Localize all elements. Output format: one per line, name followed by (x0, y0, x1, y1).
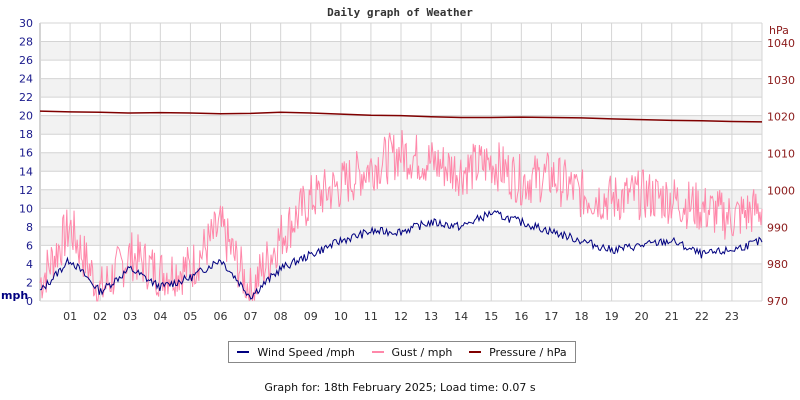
svg-text:6: 6 (26, 239, 33, 252)
svg-text:8: 8 (26, 221, 33, 234)
svg-text:09: 09 (304, 310, 318, 323)
svg-text:18: 18 (19, 128, 33, 141)
pressure-line (39, 110, 763, 123)
legend-label-wind: Wind Speed /mph (257, 345, 355, 359)
svg-text:2: 2 (26, 276, 33, 289)
right-axis-unit: hPa (769, 24, 789, 37)
svg-text:30: 30 (19, 17, 33, 30)
svg-text:20: 20 (635, 310, 649, 323)
svg-text:26: 26 (19, 54, 33, 67)
svg-text:970: 970 (767, 295, 788, 308)
svg-text:15: 15 (484, 310, 498, 323)
svg-text:07: 07 (244, 310, 258, 323)
svg-text:13: 13 (424, 310, 438, 323)
svg-text:20: 20 (19, 110, 33, 123)
svg-text:28: 28 (19, 36, 33, 49)
svg-text:12: 12 (394, 310, 408, 323)
legend-label-pressure: Pressure / hPa (489, 345, 567, 359)
svg-text:980: 980 (767, 258, 788, 271)
svg-text:10: 10 (334, 310, 348, 323)
svg-text:18: 18 (575, 310, 589, 323)
svg-text:1000: 1000 (767, 184, 795, 197)
x-axis-ticks: 01 02 03 04 05 06 07 08 09 10 11 12 13 14 15 16 17 18 19 20… (63, 310, 739, 323)
svg-text:14: 14 (19, 165, 33, 178)
svg-text:10: 10 (19, 202, 33, 215)
svg-text:06: 06 (214, 310, 228, 323)
svg-text:0: 0 (26, 295, 33, 308)
svg-text:1010: 1010 (767, 148, 795, 161)
svg-text:05: 05 (183, 310, 197, 323)
svg-text:4: 4 (26, 258, 33, 271)
legend-label-gust: Gust / mph (391, 345, 453, 359)
wind-swatch-icon (237, 351, 250, 353)
right-axis-ticks: 970 980 990 1000 1010 1020 1030 1040 (767, 37, 795, 308)
svg-text:12: 12 (19, 184, 33, 197)
legend: Wind Speed /mph Gust / mph Pressure / hP… (228, 341, 576, 363)
svg-text:24: 24 (19, 73, 33, 86)
svg-text:1020: 1020 (767, 111, 795, 124)
svg-text:990: 990 (767, 221, 788, 234)
legend-item-gust: Gust / mph (371, 345, 453, 359)
svg-text:19: 19 (605, 310, 619, 323)
legend-item-pressure: Pressure / hPa (469, 346, 567, 359)
svg-text:14: 14 (454, 310, 468, 323)
data-series (39, 110, 763, 302)
svg-text:16: 16 (19, 147, 33, 160)
svg-text:11: 11 (364, 310, 378, 323)
svg-text:16: 16 (514, 310, 528, 323)
svg-text:03: 03 (123, 310, 137, 323)
footer-status: Graph for: 18th February 2025; Load time… (264, 381, 536, 394)
svg-text:21: 21 (665, 310, 679, 323)
gust-line (39, 130, 763, 302)
svg-text:02: 02 (93, 310, 107, 323)
svg-text:08: 08 (274, 310, 288, 323)
svg-text:01: 01 (63, 310, 77, 323)
pressure-swatch-icon (469, 351, 482, 353)
svg-text:1040: 1040 (767, 37, 795, 50)
svg-text:23: 23 (725, 310, 739, 323)
svg-text:04: 04 (153, 310, 167, 323)
gust-swatch-icon (371, 351, 384, 353)
svg-text:17: 17 (544, 310, 558, 323)
svg-text:22: 22 (695, 310, 709, 323)
legend-item-wind: Wind Speed /mph (237, 346, 355, 359)
svg-text:22: 22 (19, 91, 33, 104)
wind-line (39, 210, 763, 300)
chart-title: Daily graph of Weather (327, 6, 473, 19)
svg-text:1030: 1030 (767, 74, 795, 87)
left-axis-unit: mph (1, 289, 28, 302)
